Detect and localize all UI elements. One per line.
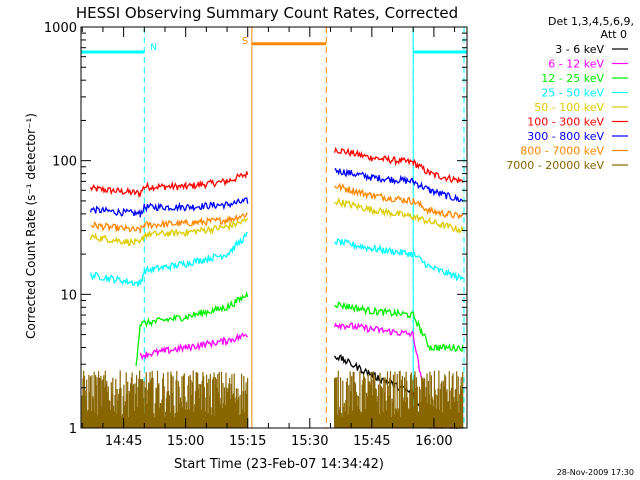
legend-entry-label: 12 - 25 keV — [541, 72, 604, 85]
x-tick-label: 14:45 — [105, 434, 142, 449]
y-tick-label: 1000 — [44, 21, 77, 36]
series-line-3-0 — [89, 217, 249, 247]
y-axis-label: Corrected Count Rate (s⁻¹ detector⁻¹) — [24, 113, 38, 339]
series-300_800keV — [89, 167, 464, 218]
x-tick-label: 15:00 — [167, 434, 204, 449]
series-800_7000keV — [90, 182, 464, 234]
x-axis-label: Start Time (23-Feb-07 14:34:42) — [174, 457, 384, 472]
x-tick-label: 16:00 — [415, 434, 452, 449]
series-50_100keV — [89, 197, 464, 247]
series-7000keV-noise-1 — [334, 370, 464, 428]
legend-entry-label: 6 - 12 keV — [548, 58, 604, 71]
series-line-6-0 — [139, 332, 249, 361]
legend-entry-label: 300 - 800 keV — [527, 130, 604, 143]
series-line-5-1 — [334, 301, 464, 353]
y-tick-label: 10 — [60, 288, 77, 303]
series-line-1-0 — [89, 197, 249, 218]
x-tick-label: 15:30 — [291, 434, 328, 449]
legend-entry-label: 7000 - 20000 keV — [506, 159, 604, 172]
series-line-5-0 — [135, 290, 249, 366]
series-12_25keV — [135, 290, 464, 366]
plot-timestamp: 28-Nov-2009 17:30 — [557, 468, 634, 477]
series-line-4-1 — [334, 237, 464, 282]
plot-frame — [80, 26, 468, 429]
legend: Det 1,3,4,5,6,9, Att 0 3 - 6 keV 6 - 12 k… — [506, 15, 634, 172]
series-7000_20000keV — [81, 370, 464, 428]
x-tick-label: 15:45 — [353, 434, 390, 449]
legend-entry-label: 3 - 6 keV — [555, 43, 604, 56]
x-tick-label: 15:15 — [229, 434, 266, 449]
series-line-2-1 — [334, 182, 464, 220]
legend-entry-label: 100 - 300 keV — [527, 116, 604, 129]
legend-entry-label: 800 - 7000 keV — [520, 145, 604, 158]
legend-header: Det 1,3,4,5,6,9, — [548, 15, 634, 28]
series-line-1-1 — [334, 167, 464, 203]
plot-border — [80, 26, 468, 429]
chart-title: HESSI Observing Summary Count Rates, Cor… — [76, 4, 458, 22]
series-line-0-1 — [333, 146, 464, 184]
axes: 1 10 100 1000 14:45 15:00 15:15 15:30 15:45 16:00 — [44, 21, 467, 449]
legend-attenuator: Att 0 — [601, 28, 627, 41]
legend-entry-label: 50 - 100 keV — [534, 101, 604, 114]
series-line-2-0 — [90, 212, 248, 234]
series-25_50keV — [89, 231, 464, 287]
series-line-3-1 — [334, 197, 464, 234]
series-100_300keV — [89, 146, 464, 199]
series-line-0-0 — [89, 171, 249, 199]
series-layer — [81, 146, 464, 430]
y-tick-label: 100 — [52, 155, 77, 170]
night-annotation: N — [150, 43, 157, 53]
series-line-4-0 — [89, 231, 248, 287]
series-7000keV-noise-0 — [81, 370, 249, 428]
legend-entry-label: 25 - 50 keV — [541, 87, 604, 100]
y-tick-label: 1 — [69, 422, 77, 437]
saa-annotation: S — [242, 36, 248, 47]
